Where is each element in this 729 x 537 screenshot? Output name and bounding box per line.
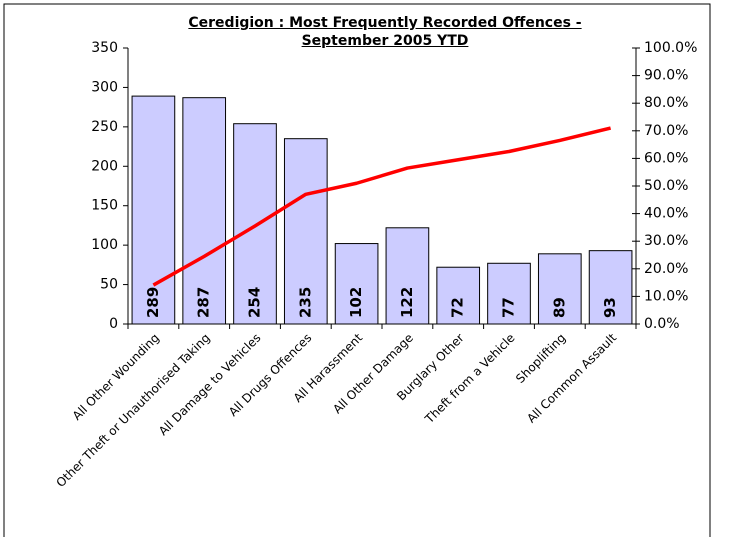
data-label: 102 xyxy=(347,287,365,318)
bar xyxy=(283,138,328,325)
y-tick-label: 300 xyxy=(91,79,118,95)
y2-tick-label: 80.0% xyxy=(644,95,688,111)
bar xyxy=(233,123,277,325)
chart-title: Ceredigion : Most Frequently Recorded Of… xyxy=(188,15,582,49)
y2-tick-label: 30.0% xyxy=(644,233,688,249)
bar xyxy=(537,253,582,325)
line-series xyxy=(152,126,612,287)
x-tick-label: All Common Assault xyxy=(524,330,619,425)
y2-tick-label: 50.0% xyxy=(644,178,688,194)
bar xyxy=(334,243,379,325)
x-tick-label: Theft from a Vehicle xyxy=(422,331,518,427)
data-label: 122 xyxy=(398,287,416,318)
bar xyxy=(182,97,227,325)
bar xyxy=(385,227,430,325)
bar xyxy=(131,95,176,325)
y2-tick-label: 60.0% xyxy=(644,150,688,166)
y2-tick-label: 10.0% xyxy=(644,288,688,304)
data-label: 93 xyxy=(601,297,619,318)
y2-tick-label: 40.0% xyxy=(644,206,688,222)
y-tick-label: 350 xyxy=(91,40,118,56)
data-label: 235 xyxy=(296,287,314,318)
data-label: 289 xyxy=(144,287,162,318)
y-tick-label: 0 xyxy=(109,316,118,332)
data-label: 72 xyxy=(449,297,467,318)
data-label: 287 xyxy=(195,287,213,318)
data-label: 254 xyxy=(246,287,264,318)
y2-tick-label: 20.0% xyxy=(644,261,688,277)
y2-tick-label: 100.0% xyxy=(644,40,697,56)
y-tick-label: 250 xyxy=(91,119,118,135)
y2-tick-label: 70.0% xyxy=(644,123,688,139)
y-tick-label: 50 xyxy=(100,277,118,293)
bar xyxy=(588,250,633,325)
x-tick-label: All Other Wounding xyxy=(70,331,162,423)
x-tick-label: Shoplifting xyxy=(513,331,568,386)
bar xyxy=(436,266,481,325)
bar xyxy=(487,262,531,325)
x-tick-label: All Damage to Vehicles xyxy=(156,331,264,439)
y2-tick-label: 90.0% xyxy=(644,68,688,84)
y-tick-label: 100 xyxy=(91,237,118,253)
y-tick-label: 200 xyxy=(91,158,118,174)
data-label: 77 xyxy=(500,297,518,318)
y-tick-label: 150 xyxy=(91,198,118,214)
data-label: 89 xyxy=(550,297,568,318)
y2-tick-label: 0.0% xyxy=(644,316,680,332)
chart-border xyxy=(3,3,711,537)
